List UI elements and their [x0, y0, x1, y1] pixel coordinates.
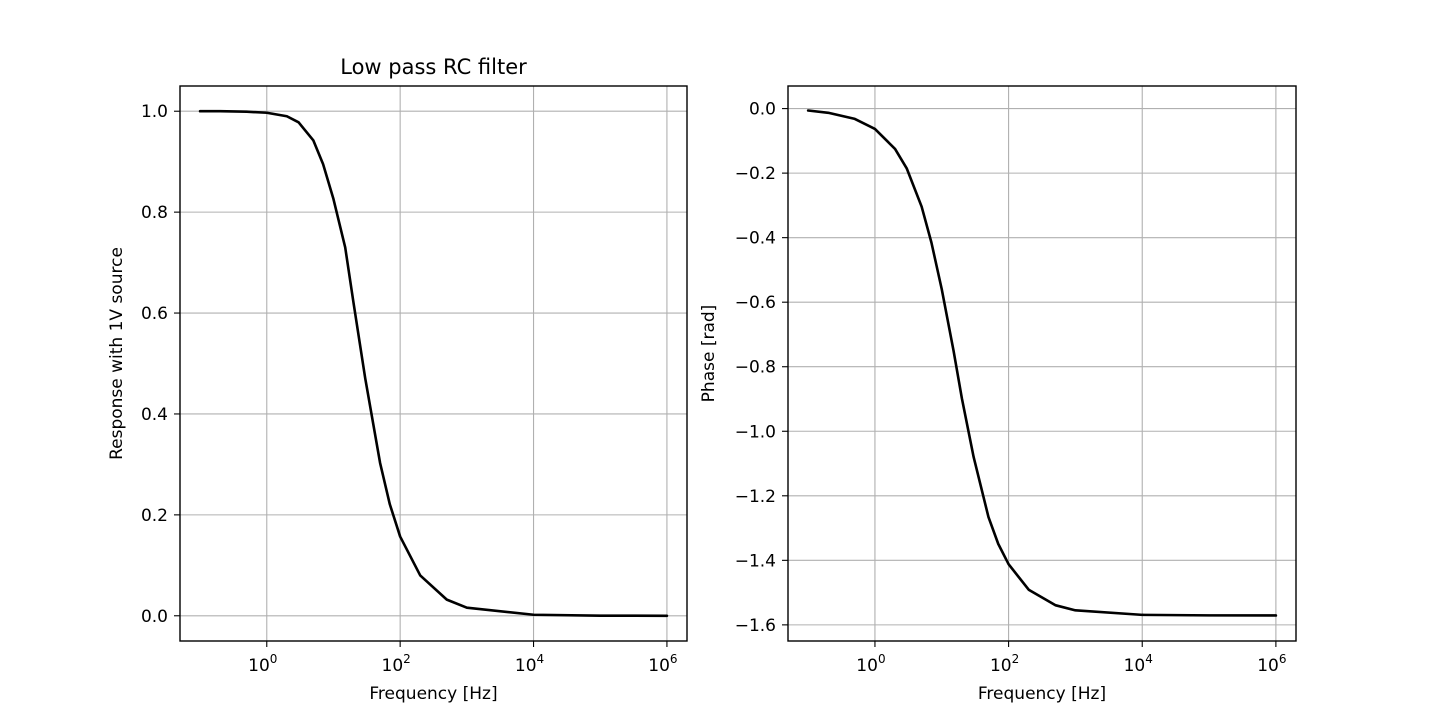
phase-axes-frame — [787, 85, 1297, 642]
phase-y-tick-label: −0.8 — [735, 358, 776, 378]
magnitude-title: Low pass RC filter — [340, 55, 527, 79]
phase-y-tick-label: −0.4 — [735, 229, 776, 249]
phase-y-tick-label: −0.2 — [735, 164, 776, 184]
phase-grid — [788, 86, 1296, 641]
magnitude-y-tick-label: 0.4 — [141, 405, 168, 425]
phase-y-tick-label: −0.6 — [735, 293, 776, 313]
magnitude-x-axis-label: Frequency [Hz] — [369, 684, 497, 704]
phase-y-tick-label: −1.4 — [735, 551, 776, 571]
phase-x-axis-label: Frequency [Hz] — [978, 684, 1106, 704]
phase-y-tick-label: 0.0 — [749, 100, 776, 120]
phase-y-tick-label: −1.0 — [735, 422, 776, 442]
magnitude-line-layer — [198, 109, 669, 618]
phase-y-tick-label: −1.2 — [735, 487, 776, 507]
phase-line-layer — [806, 109, 1278, 617]
magnitude-y-axis-label: Response with 1V source — [107, 247, 127, 460]
magnitude-grid — [180, 86, 687, 641]
magnitude-y-tick-label: 1.0 — [141, 102, 168, 122]
magnitude-axes-frame — [179, 85, 688, 642]
magnitude-y-tick-label: 0.0 — [141, 607, 168, 627]
magnitude-y-tick-label: 0.2 — [141, 506, 168, 526]
phase-y-tick-label: −1.6 — [735, 616, 776, 636]
magnitude-y-tick-label: 0.8 — [141, 203, 168, 223]
phase-panel: 100 102 104 1060.0−0.2−0.4−0.6−0.8−1.0−1.2−… — [699, 85, 1297, 704]
magnitude-y-tick-label: 0.6 — [141, 304, 168, 324]
phase-y-axis-label: Phase [rad] — [699, 305, 719, 403]
phase-series-line — [806, 109, 1278, 617]
magnitude-series-line — [198, 109, 669, 618]
